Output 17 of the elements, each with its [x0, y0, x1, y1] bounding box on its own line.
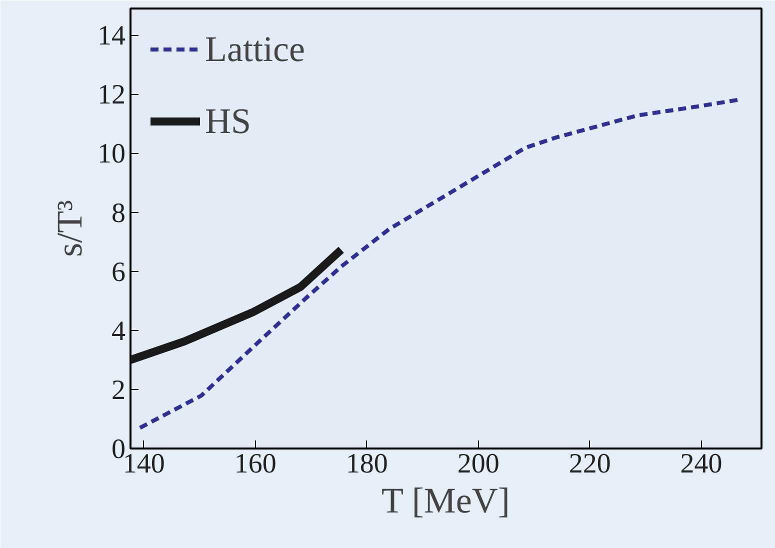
x-tick-label: 240 — [680, 448, 722, 480]
y-tick-label: 12 — [98, 80, 126, 111]
y-tick-label: 10 — [98, 138, 126, 170]
y-tick-label: 8 — [112, 198, 126, 229]
legend-label: HS — [205, 100, 252, 142]
y-tick-label: 14 — [98, 20, 126, 52]
y-tick-label: 0 — [112, 434, 126, 465]
legend-label: Lattice — [205, 28, 305, 70]
x-tick-label: 160 — [234, 448, 276, 480]
x-tick-label: 220 — [568, 448, 611, 480]
y-tick-label: 4 — [112, 316, 126, 347]
y-axis-title: s/T³ — [50, 200, 90, 257]
x-tick-label: 180 — [346, 448, 388, 480]
x-axis-title: T [MeV] — [382, 480, 510, 520]
y-tick-label: 2 — [112, 374, 126, 406]
x-tick-label: 200 — [457, 448, 500, 480]
y-tick-label: 6 — [112, 256, 126, 288]
